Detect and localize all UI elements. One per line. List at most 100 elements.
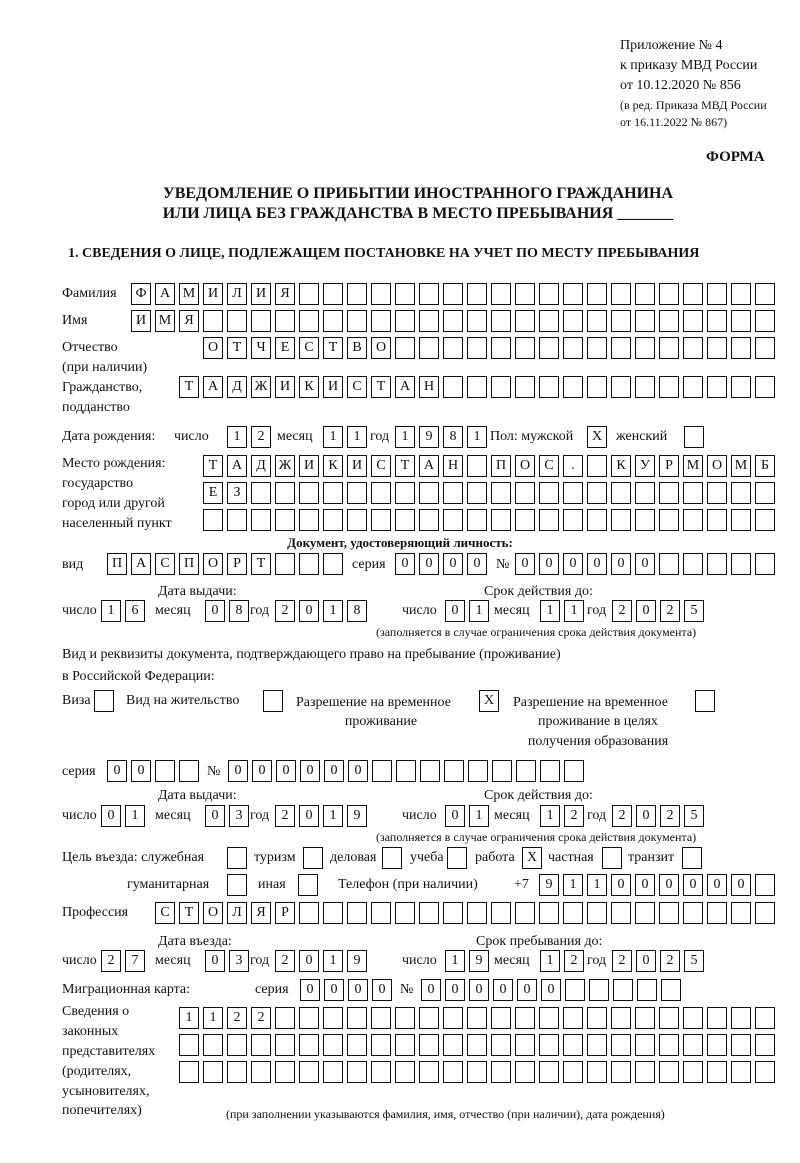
char-cell[interactable] bbox=[467, 310, 487, 332]
checkbox-cell[interactable] bbox=[298, 874, 318, 896]
char-cell[interactable] bbox=[563, 1007, 583, 1029]
char-cell[interactable]: А bbox=[395, 376, 415, 398]
char-cell[interactable] bbox=[467, 1061, 487, 1083]
char-cell[interactable] bbox=[515, 509, 535, 531]
checkbox-cell[interactable] bbox=[695, 690, 715, 712]
char-cell[interactable] bbox=[539, 283, 559, 305]
char-cell[interactable]: А bbox=[131, 553, 151, 575]
char-cell[interactable]: И bbox=[347, 455, 367, 477]
char-cell[interactable] bbox=[443, 376, 463, 398]
char-cell[interactable] bbox=[419, 337, 439, 359]
char-cell[interactable] bbox=[323, 1034, 343, 1056]
char-cell[interactable] bbox=[347, 482, 367, 504]
char-cell[interactable]: Д bbox=[227, 376, 247, 398]
char-cell[interactable] bbox=[491, 310, 511, 332]
char-cell[interactable]: О bbox=[203, 337, 223, 359]
char-cell[interactable]: . bbox=[563, 455, 583, 477]
char-cell[interactable]: 0 bbox=[300, 979, 320, 1001]
char-cell[interactable]: Т bbox=[395, 455, 415, 477]
char-cell[interactable] bbox=[515, 376, 535, 398]
char-cell[interactable] bbox=[516, 760, 536, 782]
char-cell[interactable]: 2 bbox=[660, 600, 680, 622]
char-cell[interactable]: Ч bbox=[251, 337, 271, 359]
char-cell[interactable] bbox=[467, 1034, 487, 1056]
char-cell[interactable]: 8 bbox=[443, 426, 463, 448]
char-cell[interactable]: 1 bbox=[445, 950, 465, 972]
char-cell[interactable] bbox=[179, 760, 199, 782]
char-cell[interactable]: П bbox=[491, 455, 511, 477]
char-cell[interactable]: М bbox=[683, 455, 703, 477]
char-cell[interactable] bbox=[371, 482, 391, 504]
char-cell[interactable] bbox=[683, 902, 703, 924]
char-cell[interactable]: 0 bbox=[515, 553, 535, 575]
char-cell[interactable] bbox=[396, 760, 416, 782]
char-cell[interactable] bbox=[755, 874, 775, 896]
char-cell[interactable] bbox=[491, 337, 511, 359]
char-cell[interactable] bbox=[299, 509, 319, 531]
char-cell[interactable]: 0 bbox=[445, 805, 465, 827]
char-cell[interactable] bbox=[395, 482, 415, 504]
char-cell[interactable] bbox=[299, 553, 319, 575]
char-cell[interactable] bbox=[467, 902, 487, 924]
char-cell[interactable]: 0 bbox=[636, 600, 656, 622]
char-cell[interactable]: 0 bbox=[205, 600, 225, 622]
char-cell[interactable] bbox=[395, 1034, 415, 1056]
char-cell[interactable] bbox=[515, 902, 535, 924]
char-cell[interactable] bbox=[539, 902, 559, 924]
char-cell[interactable] bbox=[251, 310, 271, 332]
char-cell[interactable]: 2 bbox=[275, 600, 295, 622]
char-cell[interactable]: 0 bbox=[299, 600, 319, 622]
char-cell[interactable]: Р bbox=[227, 553, 247, 575]
char-cell[interactable] bbox=[659, 1061, 679, 1083]
char-cell[interactable] bbox=[323, 553, 343, 575]
char-cell[interactable] bbox=[179, 1061, 199, 1083]
char-cell[interactable] bbox=[659, 482, 679, 504]
char-cell[interactable] bbox=[635, 482, 655, 504]
char-cell[interactable] bbox=[275, 1007, 295, 1029]
char-cell[interactable]: К bbox=[323, 455, 343, 477]
char-cell[interactable]: 0 bbox=[707, 874, 727, 896]
char-cell[interactable] bbox=[637, 979, 657, 1001]
char-cell[interactable] bbox=[323, 509, 343, 531]
char-cell[interactable] bbox=[611, 1061, 631, 1083]
char-cell[interactable]: 9 bbox=[539, 874, 559, 896]
char-cell[interactable] bbox=[731, 509, 751, 531]
char-cell[interactable]: 7 bbox=[125, 950, 145, 972]
char-cell[interactable]: 9 bbox=[469, 950, 489, 972]
char-cell[interactable] bbox=[635, 902, 655, 924]
char-cell[interactable] bbox=[443, 1034, 463, 1056]
char-cell[interactable]: 0 bbox=[395, 553, 415, 575]
char-cell[interactable] bbox=[587, 509, 607, 531]
char-cell[interactable]: 0 bbox=[348, 979, 368, 1001]
char-cell[interactable] bbox=[515, 283, 535, 305]
char-cell[interactable] bbox=[540, 760, 560, 782]
checkbox-cell[interactable] bbox=[602, 847, 622, 869]
char-cell[interactable] bbox=[659, 376, 679, 398]
char-cell[interactable]: 5 bbox=[684, 600, 704, 622]
char-cell[interactable] bbox=[731, 1007, 751, 1029]
char-cell[interactable] bbox=[275, 482, 295, 504]
char-cell[interactable] bbox=[395, 509, 415, 531]
char-cell[interactable] bbox=[635, 337, 655, 359]
char-cell[interactable] bbox=[659, 337, 679, 359]
char-cell[interactable] bbox=[635, 310, 655, 332]
char-cell[interactable]: 2 bbox=[612, 805, 632, 827]
char-cell[interactable] bbox=[707, 376, 727, 398]
char-cell[interactable]: 1 bbox=[323, 600, 343, 622]
char-cell[interactable]: И bbox=[275, 376, 295, 398]
char-cell[interactable] bbox=[707, 482, 727, 504]
char-cell[interactable]: Е bbox=[275, 337, 295, 359]
char-cell[interactable]: 0 bbox=[493, 979, 513, 1001]
char-cell[interactable]: 1 bbox=[469, 600, 489, 622]
char-cell[interactable] bbox=[587, 482, 607, 504]
char-cell[interactable]: 1 bbox=[101, 600, 121, 622]
char-cell[interactable]: О bbox=[371, 337, 391, 359]
char-cell[interactable] bbox=[299, 482, 319, 504]
char-cell[interactable] bbox=[227, 1034, 247, 1056]
char-cell[interactable]: С bbox=[155, 553, 175, 575]
char-cell[interactable] bbox=[539, 482, 559, 504]
char-cell[interactable]: 0 bbox=[587, 553, 607, 575]
char-cell[interactable]: Л bbox=[227, 902, 247, 924]
char-cell[interactable] bbox=[515, 310, 535, 332]
char-cell[interactable] bbox=[683, 482, 703, 504]
